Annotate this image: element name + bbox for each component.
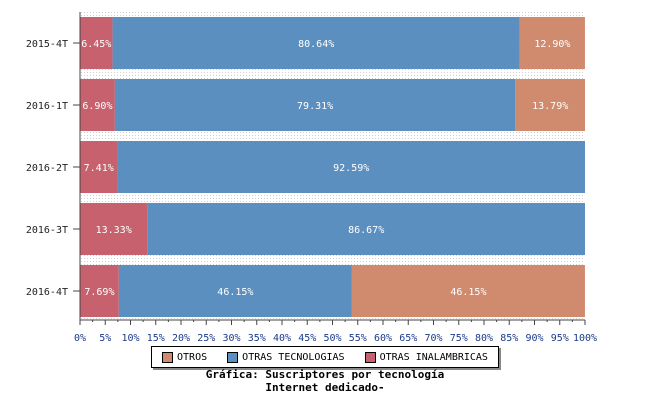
data-label: 79.31% (297, 101, 333, 112)
legend-swatch (162, 351, 174, 363)
bar-segment (147, 203, 585, 255)
x-tick-label: 65% (399, 333, 417, 344)
chart-subtitle: Internet dedicado- (265, 381, 385, 394)
legend-swatch (227, 351, 239, 363)
x-tick-label: 20% (172, 333, 190, 344)
x-tick-label: 45% (298, 333, 316, 344)
bar-segment (80, 141, 118, 193)
category-label: 2015-4T (26, 39, 68, 50)
category-label: 2016-1T (26, 101, 68, 112)
data-label: 46.15% (217, 287, 253, 298)
category-label: 2016-4T (26, 287, 68, 298)
bar-segment (80, 17, 113, 69)
x-tick-label: 85% (500, 333, 518, 344)
bar-segment (80, 203, 148, 255)
bar-segment (519, 17, 585, 69)
data-label: 7.41% (84, 163, 114, 174)
data-label: 13.79% (532, 101, 568, 112)
x-tick-label: 50% (323, 333, 341, 344)
legend: OTROS OTRAS TECNOLOGIAS OTRAS INALAMBRICAS (151, 346, 499, 368)
bar-segment (117, 141, 585, 193)
legend-item: OTROS (162, 351, 208, 363)
chart-title: Gráfica: Suscriptores por tecnología (205, 368, 445, 381)
x-tick-label: 75% (450, 333, 468, 344)
x-tick-label: 0% (74, 333, 86, 344)
data-label: 6.45% (81, 39, 111, 50)
x-tick-label: 35% (248, 333, 266, 344)
legend-item: OTRAS TECNOLOGIAS (227, 351, 345, 363)
category-label: 2016-3T (26, 225, 68, 236)
bar-segment (80, 265, 119, 317)
x-tick-label: 80% (475, 333, 493, 344)
legend-label: OTROS (177, 351, 208, 363)
data-label: 86.67% (348, 225, 384, 236)
data-label: 6.90% (82, 101, 112, 112)
category-label: 2016-2T (26, 163, 68, 174)
bar-segment (114, 79, 516, 131)
x-tick-label: 30% (222, 333, 240, 344)
legend-label: OTRAS TECNOLOGIAS (242, 351, 345, 363)
x-tick-label: 10% (121, 333, 139, 344)
x-tick-label: 100% (573, 333, 597, 344)
x-tick-label: 5% (99, 333, 111, 344)
x-tick-label: 90% (525, 333, 543, 344)
x-tick-label: 55% (349, 333, 367, 344)
legend-label: OTRAS INALAMBRICAS (379, 351, 488, 363)
legend-swatch (364, 351, 376, 363)
x-tick-label: 15% (147, 333, 165, 344)
data-label: 92.59% (333, 163, 369, 174)
x-tick-label: 25% (197, 333, 215, 344)
bar-segment (118, 265, 352, 317)
x-tick-label: 70% (424, 333, 442, 344)
bar-segment (515, 79, 585, 131)
data-label: 7.69% (84, 287, 114, 298)
data-label: 46.15% (450, 287, 486, 298)
x-tick-label: 95% (551, 333, 569, 344)
x-tick-label: 40% (273, 333, 291, 344)
bar-segment (112, 17, 520, 69)
legend-item: OTRAS INALAMBRICAS (364, 351, 488, 363)
bar-segment (80, 79, 115, 131)
data-label: 12.90% (534, 39, 570, 50)
x-tick-label: 60% (374, 333, 392, 344)
data-label: 80.64% (298, 39, 334, 50)
data-label: 13.33% (96, 225, 132, 236)
bar-segment (351, 265, 585, 317)
